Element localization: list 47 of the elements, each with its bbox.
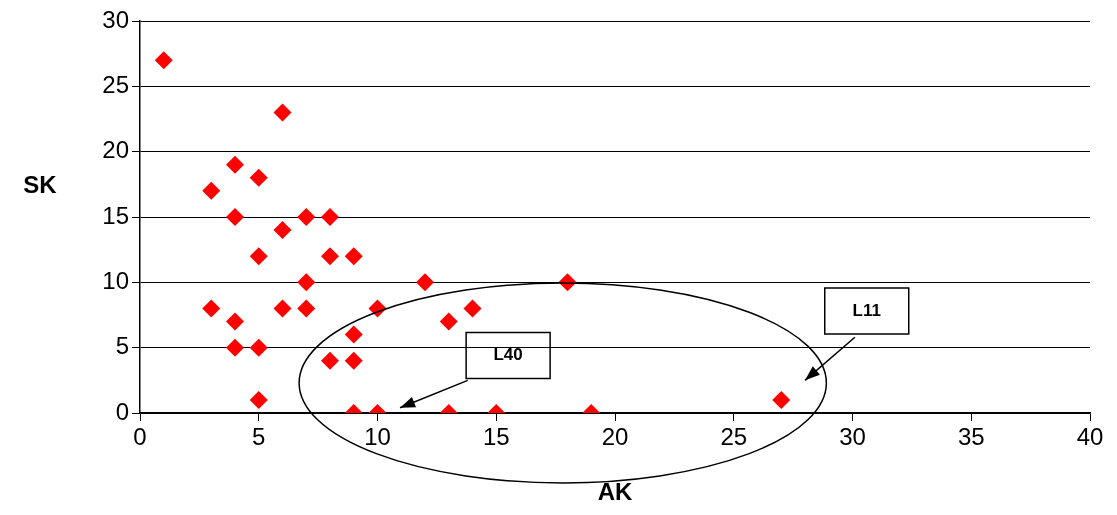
- x-axis-title: AK: [597, 477, 633, 505]
- y-tick-label: 0: [115, 397, 129, 425]
- x-tick-label: 20: [601, 423, 629, 451]
- point: [321, 247, 339, 266]
- point: [226, 338, 244, 357]
- x-tick-label: 5: [252, 423, 266, 451]
- point: [226, 208, 244, 226]
- point: [416, 273, 434, 292]
- point: [226, 155, 244, 174]
- point: [344, 325, 363, 344]
- point: [344, 351, 363, 370]
- point: [226, 312, 244, 331]
- point: [249, 168, 268, 187]
- point: [273, 299, 292, 318]
- point: [297, 273, 316, 292]
- point: [249, 390, 268, 409]
- point: [202, 181, 221, 200]
- y-axis-title: SK: [23, 170, 58, 198]
- point: [249, 247, 268, 266]
- annotation: L40: [493, 345, 523, 365]
- x-tick-label: 0: [133, 423, 147, 451]
- y-tick-label: 15: [102, 201, 129, 229]
- point: [463, 299, 482, 318]
- point: [154, 51, 173, 70]
- y-tick-label: 20: [102, 136, 129, 164]
- x-tick-label: 10: [364, 423, 391, 451]
- y-tick-label: 30: [102, 5, 129, 33]
- point: [249, 338, 268, 357]
- x-tick-label: 30: [839, 423, 866, 451]
- x-tick-label: 35: [957, 423, 985, 451]
- x-tick-label: 15: [482, 423, 510, 451]
- point: [321, 351, 339, 370]
- point: [297, 208, 316, 226]
- point: [273, 221, 292, 240]
- y-tick-label: 25: [102, 70, 129, 98]
- x-tick-label: 25: [720, 423, 748, 451]
- point: [439, 312, 458, 331]
- point: [772, 390, 791, 409]
- point: [321, 208, 339, 226]
- x-tick-label: 40: [1076, 423, 1104, 451]
- point: [344, 247, 363, 266]
- y-tick-label: 10: [102, 266, 129, 294]
- point: [297, 299, 316, 318]
- point: [202, 299, 221, 318]
- y-tick-label: 5: [115, 332, 129, 360]
- point: [273, 103, 292, 122]
- annotation: L11: [852, 300, 881, 320]
